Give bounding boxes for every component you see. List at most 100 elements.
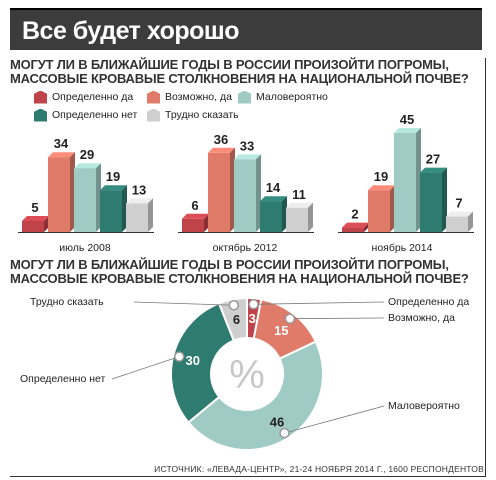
bar: [74, 163, 101, 232]
bar: [286, 202, 313, 232]
bar-top: [182, 213, 209, 219]
bar-side: [442, 167, 447, 232]
bar-side: [282, 196, 287, 232]
bar-value-label: 11: [292, 187, 306, 202]
bar-value-label: 7: [455, 196, 462, 211]
bar-side: [308, 202, 313, 232]
bar-top: [368, 185, 395, 191]
bar-top: [208, 147, 235, 153]
legend-swatch: [34, 108, 47, 122]
bar: [234, 154, 261, 232]
page-title: Все будет хорошо: [22, 17, 240, 45]
legend-item-possibly-yes: Возможно, да: [147, 90, 232, 104]
bar: [394, 128, 421, 232]
category-label: июль 2008: [59, 242, 111, 254]
leader-dot: [284, 313, 296, 324]
slice-value-label: 6: [233, 312, 240, 327]
bottom-rule: [10, 476, 486, 477]
pie-label-possibly-yes: Возможно, да: [388, 312, 455, 324]
bar-top: [22, 216, 49, 221]
bar-side: [230, 147, 235, 232]
pie-label-definitely-yes: Определенно да: [388, 296, 470, 308]
bar-front: [286, 207, 308, 232]
bar-value-label: 6: [191, 198, 198, 213]
bar: [126, 198, 153, 232]
bar-side: [148, 198, 153, 232]
bar-side: [70, 152, 75, 232]
bar-value-label: 29: [80, 147, 94, 162]
bar-value-label: 19: [106, 169, 120, 184]
bar-top: [48, 152, 75, 158]
bar-side: [122, 185, 127, 232]
bar: [100, 185, 127, 232]
legend-swatch: [147, 108, 160, 122]
source-note: ИСТОЧНИК: «ЛЕВАДА-ЦЕНТР», 21-24 НОЯБРЯ 2…: [154, 464, 484, 474]
legend-item-unlikely: Маловероятно: [238, 90, 328, 104]
bar-front: [234, 159, 256, 232]
bar-front: [420, 172, 442, 232]
bar-value-label: 13: [132, 182, 146, 197]
bar-front: [368, 190, 390, 232]
donut-slice: [170, 302, 236, 424]
right-rule: [485, 58, 486, 476]
leader-line: [111, 356, 180, 380]
leader-line: [133, 301, 234, 306]
bar-front: [22, 221, 44, 232]
bar-value-label: 27: [426, 152, 440, 167]
leader-dot: [228, 299, 240, 311]
bar-side: [204, 213, 209, 232]
bar: [260, 196, 287, 232]
bar-value-label: 19: [374, 169, 388, 184]
bar-front: [48, 157, 70, 232]
bar: [48, 152, 75, 232]
pie-label-unlikely: Маловероятно: [388, 400, 460, 412]
bar-front: [100, 190, 122, 232]
leader-line: [289, 317, 385, 320]
bar-front: [342, 227, 364, 232]
donut-slice: [187, 340, 324, 451]
bar: [368, 185, 395, 232]
bar-front: [260, 201, 282, 232]
leader-dot: [248, 299, 259, 310]
bar-top: [126, 198, 153, 204]
donut-center-label: %: [229, 353, 265, 397]
bar-top: [342, 222, 369, 228]
bar: [22, 216, 49, 232]
legend-label: Определенно да: [52, 91, 134, 103]
slice-value-label: 46: [270, 414, 284, 429]
bar-value-label: 45: [400, 112, 414, 127]
slice-value-label: 15: [274, 323, 288, 338]
bar-side: [44, 216, 49, 232]
leader-line: [253, 301, 385, 305]
bar-front: [182, 218, 204, 232]
bar-chart-question: МОГУТ ЛИ В БЛИЖАЙШИЕ ГОДЫ В РОССИИ ПРОИЗ…: [10, 57, 469, 86]
leader-dot: [173, 351, 185, 362]
bar-front: [208, 152, 230, 232]
bar: [420, 167, 447, 232]
bar-top: [420, 167, 447, 173]
bar-side: [416, 128, 421, 232]
legend-swatch: [238, 90, 251, 104]
legend-label: Определенно нет: [52, 109, 138, 121]
bar-side: [96, 163, 101, 232]
bar-top: [234, 154, 261, 160]
bar-value-label: 36: [214, 132, 228, 147]
legend-label: Возможно, да: [165, 91, 232, 103]
legend-item-definitely-no: Определенно нет: [34, 108, 137, 122]
bar-top: [74, 163, 101, 169]
legend-item-definitely-yes: Определенно да: [34, 90, 133, 104]
bar-front: [126, 203, 148, 232]
bar-front: [394, 133, 416, 232]
title-bar: Все будет хорошо: [10, 8, 482, 50]
category-label: ноябрь 2014: [372, 242, 433, 254]
bar: [446, 211, 473, 232]
bar-value-label: 14: [266, 180, 281, 195]
bar-top: [100, 185, 127, 191]
bar-top: [446, 211, 473, 217]
legend-item-hard-to-say: Трудно сказать: [147, 108, 239, 122]
bar-top: [286, 202, 313, 208]
bar-top: [394, 128, 421, 133]
